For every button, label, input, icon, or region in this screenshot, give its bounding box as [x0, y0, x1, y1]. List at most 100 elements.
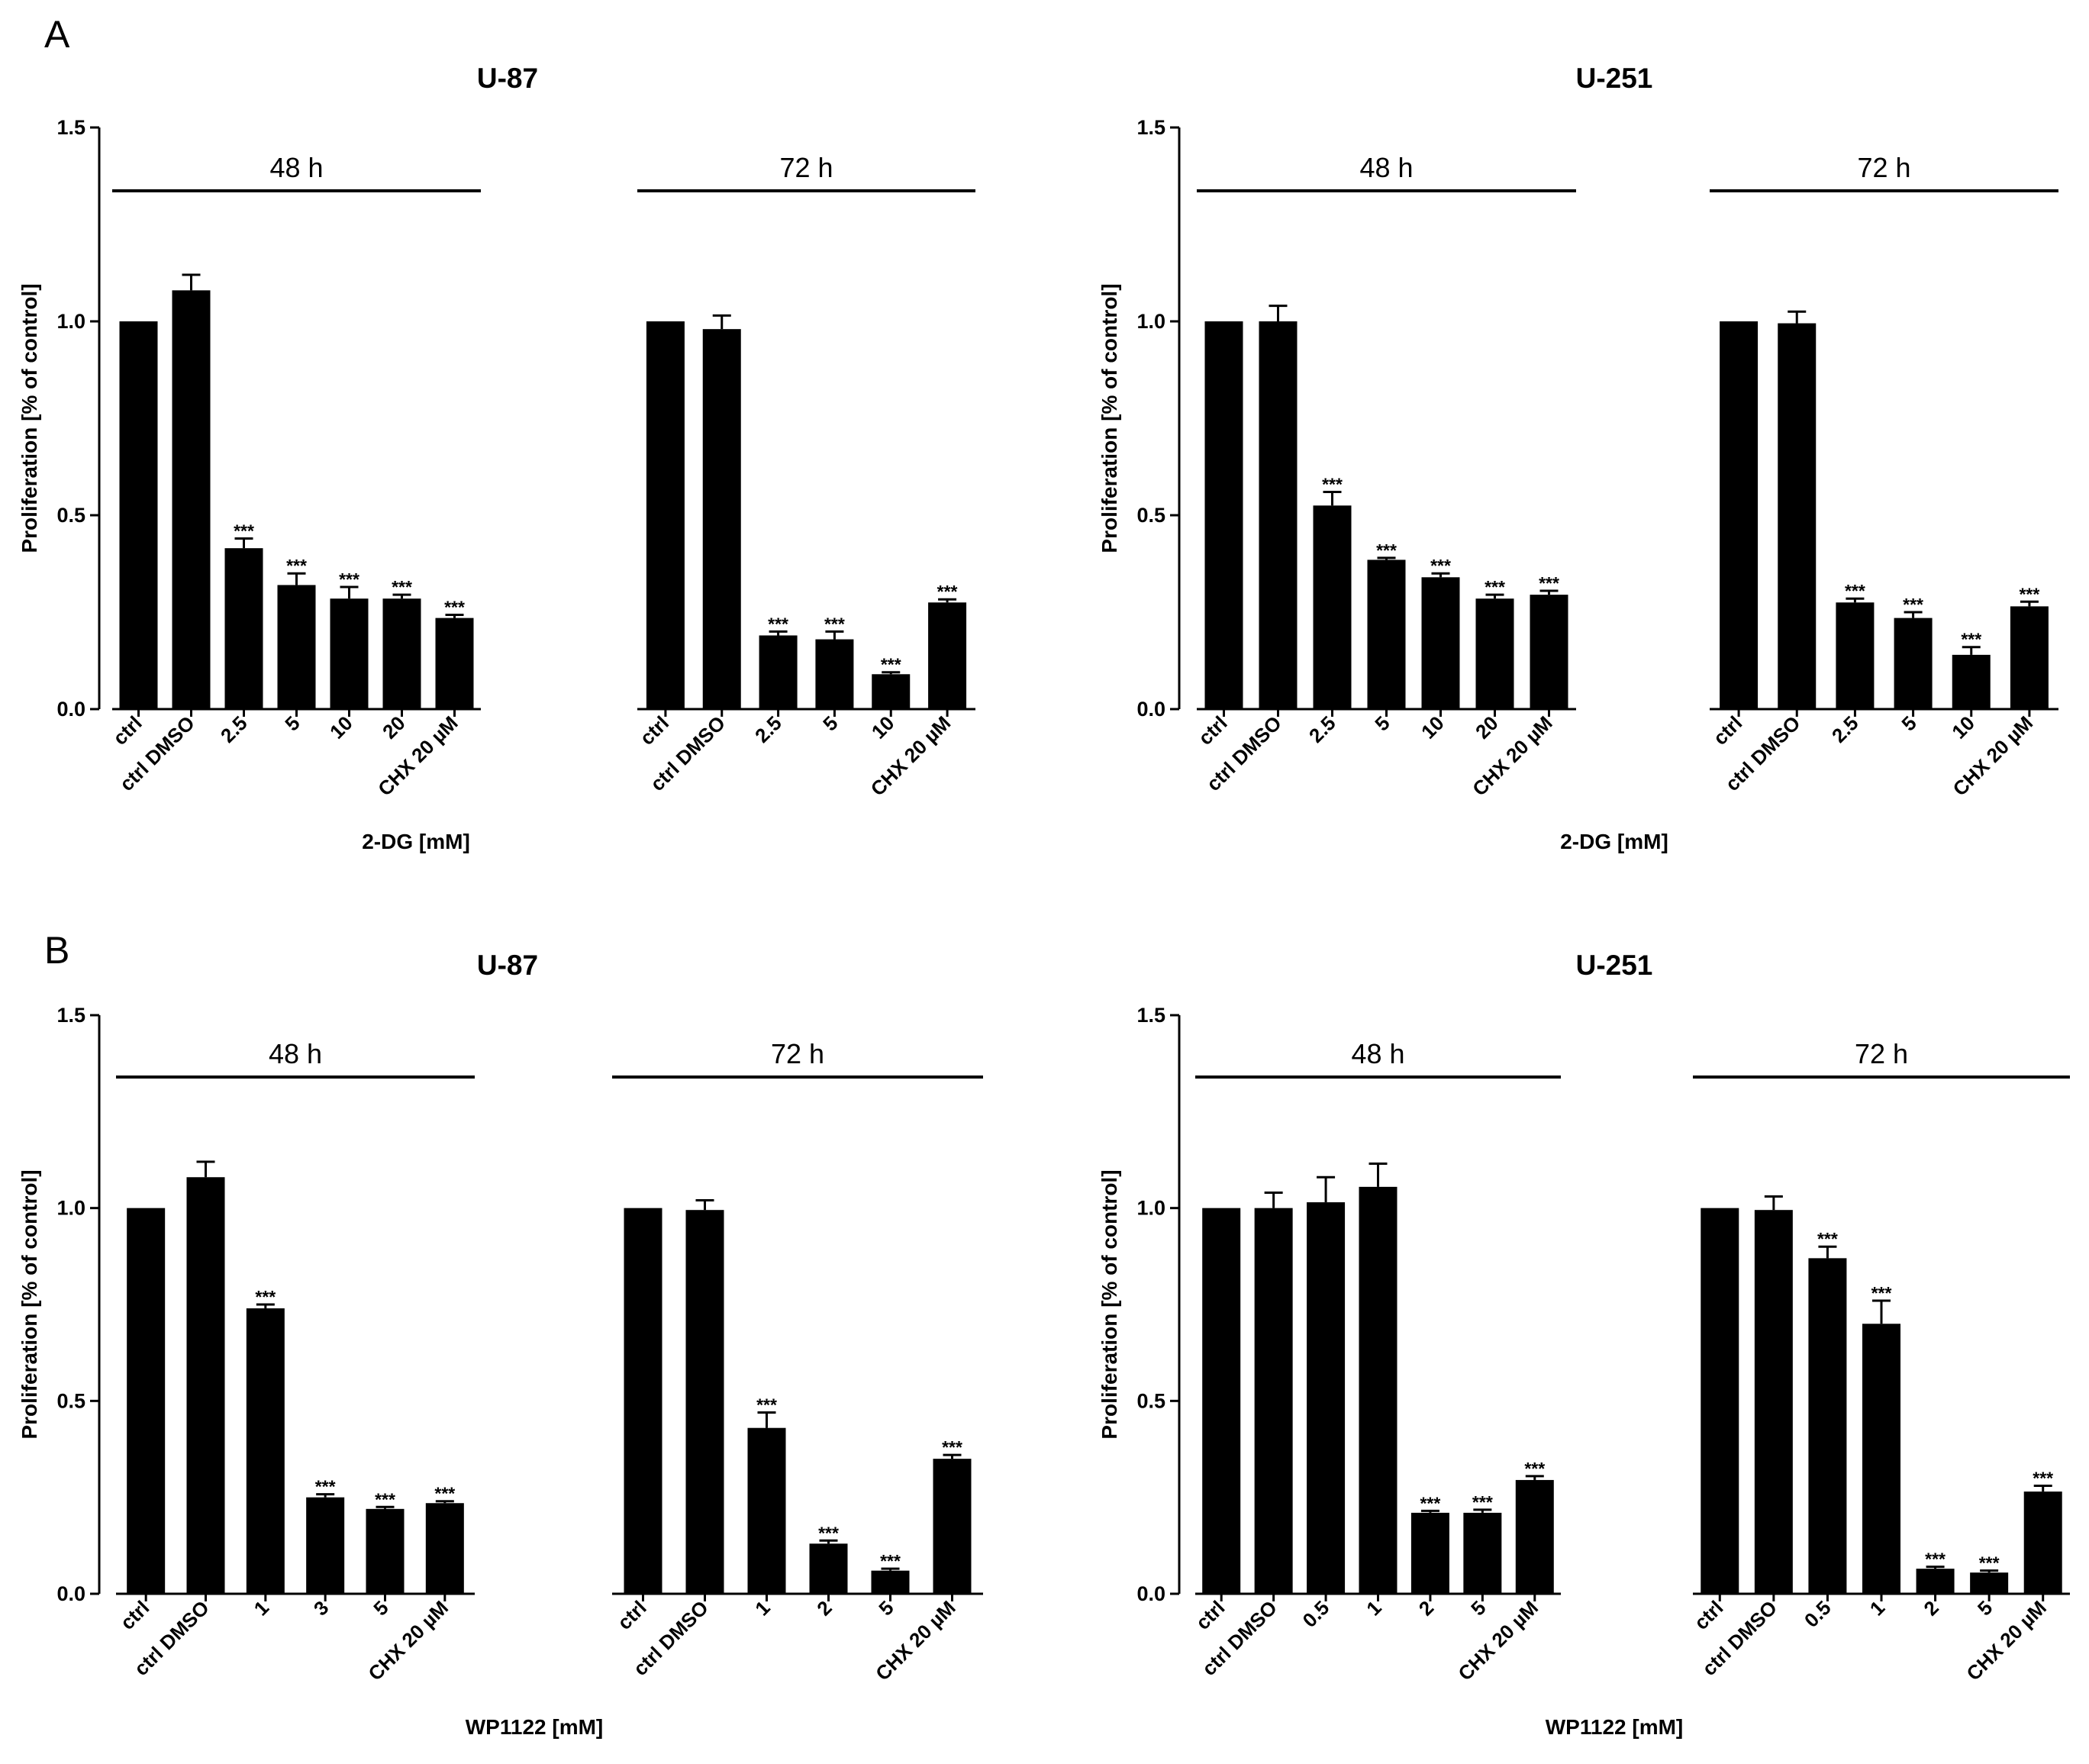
significance-marker: *** [756, 1395, 777, 1414]
bar [747, 1427, 786, 1594]
y-tick-label: 1.0 [1136, 1197, 1165, 1220]
bar [871, 1570, 910, 1594]
bar [1952, 654, 1991, 709]
x-tick-label: ctrl [108, 711, 147, 750]
bar [1515, 1479, 1554, 1594]
significance-marker: *** [2033, 1469, 2053, 1488]
significance-marker: *** [1322, 475, 1343, 495]
x-tick-label: 5 [1370, 711, 1394, 735]
bar [2010, 606, 2049, 709]
y-tick-label: 0.5 [56, 504, 85, 527]
significance-marker: *** [339, 569, 359, 589]
x-tick-label: ctrl [1690, 1596, 1728, 1634]
significance-marker: *** [937, 582, 958, 601]
x-tick-label: 1 [250, 1596, 273, 1620]
y-tick-label: 0.5 [56, 1389, 85, 1412]
x-tick-label: 10 [325, 711, 357, 743]
x-tick-label: 1 [1362, 1596, 1385, 1620]
x-tick-label: 20 [378, 711, 410, 743]
bar [425, 1503, 464, 1594]
x-tick-label: ctrl [635, 711, 673, 750]
significance-marker: *** [434, 1484, 455, 1504]
bar [1204, 321, 1243, 709]
x-tick-label: ctrl [1708, 711, 1746, 750]
bar [1202, 1208, 1241, 1594]
group-label: 72 h [771, 1038, 824, 1069]
bar [366, 1508, 405, 1594]
x-axis-label: 2-DG [mM] [362, 830, 470, 853]
x-tick-label: ctrl [116, 1596, 154, 1634]
group-label: 72 h [1855, 1038, 1908, 1069]
bar [928, 602, 967, 709]
bar [1862, 1324, 1900, 1594]
bar [1367, 560, 1406, 709]
bar [186, 1177, 225, 1594]
y-tick-label: 1.5 [56, 1004, 85, 1027]
significance-marker: *** [768, 614, 788, 634]
bar [435, 618, 474, 709]
bar [1970, 1572, 2009, 1594]
bar [1894, 618, 1933, 709]
bar [119, 321, 158, 709]
bar [1475, 598, 1514, 709]
chart-title: U-87 [477, 950, 538, 981]
bar [759, 635, 798, 709]
significance-marker: *** [1420, 1493, 1440, 1513]
x-tick-label: ctrl [1191, 1596, 1230, 1634]
x-tick-label: 10 [1947, 711, 1979, 743]
group-label: 72 h [1857, 152, 1910, 183]
group-label: 48 h [269, 1038, 322, 1069]
y-tick-label: 1.5 [1136, 116, 1165, 139]
bar [1701, 1208, 1739, 1594]
x-tick-label: 2.5 [1827, 711, 1863, 747]
bar [702, 329, 741, 709]
y-tick-label: 1.0 [1136, 310, 1165, 333]
x-tick-label: 1 [750, 1596, 774, 1620]
significance-marker: *** [1871, 1283, 1892, 1303]
bar [646, 321, 685, 709]
panel-letter-a: A [44, 13, 70, 56]
x-tick-label: 0.5 [1298, 1596, 1334, 1632]
significance-marker: *** [1925, 1550, 1946, 1569]
bar [1421, 577, 1460, 709]
bar [127, 1208, 166, 1594]
x-tick-label: 5 [1973, 1596, 1997, 1620]
significance-marker: *** [1961, 630, 1981, 650]
significance-marker: *** [2019, 584, 2039, 604]
x-tick-label: 5 [1897, 711, 1920, 735]
significance-marker: *** [1979, 1553, 2000, 1573]
x-tick-label: ctrl [1194, 711, 1232, 750]
chart-0: U-87 0.0 0.5 1.0 1.5 Proliferation [% of cont… [18, 63, 975, 853]
bar [624, 1208, 662, 1594]
significance-marker: *** [880, 1551, 901, 1571]
x-tick-label: 2 [1414, 1596, 1438, 1620]
x-tick-label: 5 [280, 711, 304, 735]
x-tick-label: 1 [1865, 1596, 1889, 1620]
bar [1463, 1512, 1502, 1594]
x-tick-label: 2.5 [1304, 711, 1340, 747]
chart-3: U-251 0.0 0.5 1.0 1.5 Proliferation [% of con… [1098, 950, 2070, 1739]
significance-marker: *** [824, 614, 845, 634]
bar [224, 548, 263, 709]
x-tick-label: 2 [1919, 1596, 1942, 1620]
x-tick-label: CHX 20 µM [1962, 1596, 2051, 1685]
x-tick-label: 5 [369, 1596, 392, 1620]
significance-marker: *** [1485, 577, 1505, 597]
x-tick-label: 5 [1466, 1596, 1490, 1620]
chart-title: U-251 [1576, 63, 1653, 94]
significance-marker: *** [1539, 573, 1559, 593]
bar [1778, 323, 1817, 709]
bar [277, 585, 316, 709]
x-tick-label: 5 [818, 711, 842, 735]
significance-marker: *** [942, 1437, 962, 1457]
bar [933, 1459, 972, 1594]
chart-1: U-251 0.0 0.5 1.0 1.5 Proliferation [% of con… [1098, 63, 2058, 853]
y-tick-label: 0.0 [56, 1582, 85, 1605]
bar [1808, 1258, 1847, 1594]
y-tick-label: 0.0 [1136, 698, 1165, 721]
x-tick-label: 0.5 [1800, 1596, 1836, 1632]
significance-marker: *** [881, 655, 901, 675]
y-tick-label: 0.0 [1136, 1582, 1165, 1605]
y-tick-label: 0.0 [56, 698, 85, 721]
significance-marker: *** [286, 556, 307, 576]
